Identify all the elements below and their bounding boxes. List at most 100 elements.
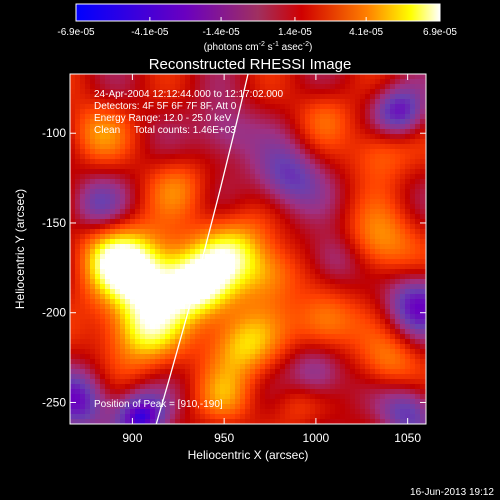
heatmap-cell bbox=[75, 94, 81, 100]
heatmap-cell bbox=[125, 384, 131, 390]
heatmap-cell bbox=[140, 149, 146, 155]
heatmap-cell bbox=[180, 94, 186, 100]
heatmap-cell bbox=[270, 409, 276, 415]
heatmap-cell bbox=[305, 389, 311, 395]
heatmap-cell bbox=[330, 384, 336, 390]
heatmap-cell bbox=[260, 199, 266, 205]
heatmap-cell bbox=[275, 94, 281, 100]
heatmap-cell bbox=[300, 359, 306, 365]
heatmap-cell bbox=[250, 99, 256, 105]
heatmap-cell bbox=[385, 279, 391, 285]
heatmap-cell bbox=[125, 344, 131, 350]
heatmap-cell bbox=[160, 139, 166, 145]
heatmap-cell bbox=[335, 269, 341, 275]
heatmap-cell bbox=[360, 374, 366, 380]
heatmap-cell bbox=[125, 264, 131, 270]
heatmap-cell bbox=[215, 379, 221, 385]
heatmap-cell bbox=[70, 189, 76, 195]
heatmap-cell bbox=[260, 354, 266, 360]
heatmap-cell bbox=[300, 269, 306, 275]
heatmap-cell bbox=[185, 399, 191, 405]
colorbar-tick-label: -1.4e-05 bbox=[202, 27, 240, 38]
heatmap-cell bbox=[395, 279, 401, 285]
heatmap-cell bbox=[305, 184, 311, 190]
heatmap-cell bbox=[305, 359, 311, 365]
heatmap-cell bbox=[290, 259, 296, 265]
heatmap-cell bbox=[105, 149, 111, 155]
heatmap-cell bbox=[250, 269, 256, 275]
heatmap-cell bbox=[245, 154, 251, 160]
heatmap-cell bbox=[170, 284, 176, 290]
heatmap-cell bbox=[290, 269, 296, 275]
heatmap-cell bbox=[320, 339, 326, 345]
heatmap-cell bbox=[350, 369, 356, 375]
heatmap-cell bbox=[270, 129, 276, 135]
heatmap-cell bbox=[370, 304, 376, 310]
heatmap-cell bbox=[125, 294, 131, 300]
heatmap-cell bbox=[185, 134, 191, 140]
heatmap-cell bbox=[280, 274, 286, 280]
heatmap-cell bbox=[320, 199, 326, 205]
heatmap-cell bbox=[395, 334, 401, 340]
heatmap-cell bbox=[400, 169, 406, 175]
heatmap-cell bbox=[255, 239, 261, 245]
heatmap-cell bbox=[245, 219, 251, 225]
heatmap-cell bbox=[140, 304, 146, 310]
heatmap-cell bbox=[350, 79, 356, 85]
heatmap-cell bbox=[295, 279, 301, 285]
heatmap-cell bbox=[350, 314, 356, 320]
heatmap-cell bbox=[225, 119, 231, 125]
heatmap-cell bbox=[125, 244, 131, 250]
heatmap-cell bbox=[240, 294, 246, 300]
heatmap-cell bbox=[325, 99, 331, 105]
heatmap-cell bbox=[310, 329, 316, 335]
heatmap-cell bbox=[210, 329, 216, 335]
heatmap-cell bbox=[205, 199, 211, 205]
heatmap-cell bbox=[225, 74, 231, 80]
heatmap-cell bbox=[80, 79, 86, 85]
heatmap-cell bbox=[165, 329, 171, 335]
heatmap-cell bbox=[315, 164, 321, 170]
heatmap-cell bbox=[350, 379, 356, 385]
heatmap-cell bbox=[340, 169, 346, 175]
heatmap-cell bbox=[365, 379, 371, 385]
heatmap-cell bbox=[270, 144, 276, 150]
heatmap-cell bbox=[95, 229, 101, 235]
heatmap-cell bbox=[75, 89, 81, 95]
heatmap-cell bbox=[115, 369, 121, 375]
heatmap-cell bbox=[240, 224, 246, 230]
heatmap-cell bbox=[195, 269, 201, 275]
heatmap-cell bbox=[320, 144, 326, 150]
heatmap-cell bbox=[145, 279, 151, 285]
heatmap-cell bbox=[165, 289, 171, 295]
heatmap-cell bbox=[350, 329, 356, 335]
heatmap-cell bbox=[405, 234, 411, 240]
heatmap-cell bbox=[365, 274, 371, 280]
heatmap-cell bbox=[360, 204, 366, 210]
heatmap-cell bbox=[240, 139, 246, 145]
heatmap-cell bbox=[370, 354, 376, 360]
heatmap-cell bbox=[180, 114, 186, 120]
heatmap-cell bbox=[170, 319, 176, 325]
heatmap-cell bbox=[165, 369, 171, 375]
heatmap-cell bbox=[325, 409, 331, 415]
heatmap-cell bbox=[260, 349, 266, 355]
heatmap-cell bbox=[95, 354, 101, 360]
heatmap-cell bbox=[100, 374, 106, 380]
heatmap-cell bbox=[265, 244, 271, 250]
heatmap-cell bbox=[220, 229, 226, 235]
heatmap-cell bbox=[345, 279, 351, 285]
heatmap-cell bbox=[170, 264, 176, 270]
heatmap-cell bbox=[310, 374, 316, 380]
heatmap-cell bbox=[225, 294, 231, 300]
heatmap-cell bbox=[290, 169, 296, 175]
heatmap-cell bbox=[170, 279, 176, 285]
heatmap-cell bbox=[140, 259, 146, 265]
heatmap-cell bbox=[100, 394, 106, 400]
heatmap-cell bbox=[410, 94, 416, 100]
heatmap-cell bbox=[190, 374, 196, 380]
heatmap-cell bbox=[150, 104, 156, 110]
heatmap-cell bbox=[100, 114, 106, 120]
heatmap-cell bbox=[375, 294, 381, 300]
heatmap-cell bbox=[410, 134, 416, 140]
